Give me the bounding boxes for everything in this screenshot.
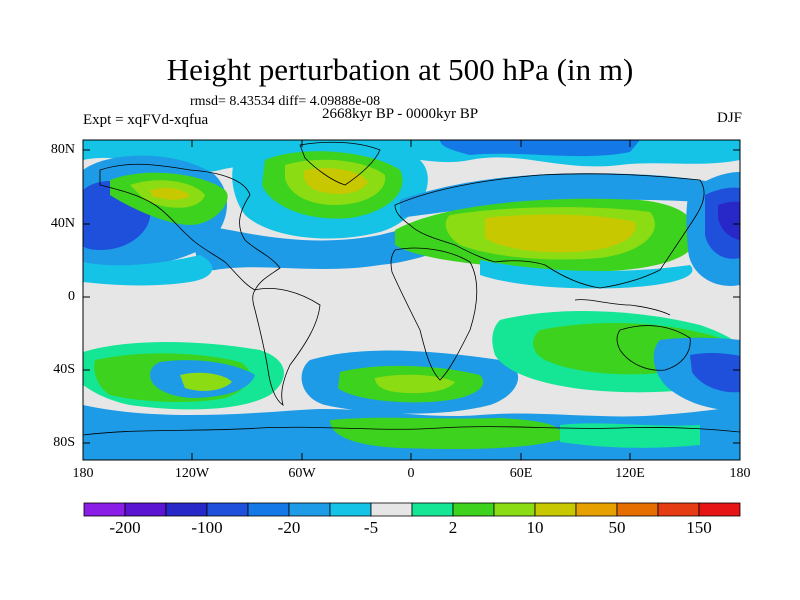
axis-ticks xyxy=(82,140,741,460)
antarctic-green xyxy=(330,417,562,450)
colorbar-label: 150 xyxy=(686,518,712,537)
colorbar-swatch xyxy=(370,502,413,517)
colorbar-swatch xyxy=(288,502,331,517)
colorbar-label: -200 xyxy=(109,518,141,537)
colorbar-swatch xyxy=(247,502,290,517)
period-label: 2668kyr BP - 0000kyr BP xyxy=(322,106,479,122)
colorbar-label: -100 xyxy=(191,518,223,537)
colorbar-swatch xyxy=(165,502,208,517)
colorbar-label: 10 xyxy=(526,518,544,537)
colorbar-swatch xyxy=(657,502,700,517)
colorbar-swatch xyxy=(124,502,167,517)
coastlines xyxy=(83,141,740,436)
eurasia-core xyxy=(485,214,636,253)
colorbar-swatch xyxy=(452,502,495,517)
lon-tick-label: 120E xyxy=(615,466,645,481)
lon-tick-label: 180 xyxy=(729,466,751,481)
lon-tick-label: 120W xyxy=(174,466,210,481)
south-west-spot xyxy=(180,372,232,391)
antarctica-coast xyxy=(83,426,740,436)
map-title: Height perturbation at 500 hPa (in m) xyxy=(166,52,634,87)
lon-tick-label: 0 xyxy=(407,466,415,481)
colorbar-swatch xyxy=(329,502,372,517)
lat-tick-label: 80S xyxy=(53,435,75,450)
experiment-label: Expt = xqFVd-xqfua xyxy=(83,112,209,128)
se-pacific-deep xyxy=(690,353,740,393)
lat-tick-label: 0 xyxy=(68,289,75,304)
lat-tick-label: 40S xyxy=(53,362,75,377)
colorbar xyxy=(83,502,741,517)
arctic-blue xyxy=(440,140,640,157)
colorbar-swatch xyxy=(206,502,249,517)
stats-line: rmsd= 8.43534 diff= 4.09888e-08 xyxy=(190,94,381,109)
colorbar-swatch xyxy=(698,502,741,517)
colorbar-swatch xyxy=(616,502,659,517)
colorbar-label: 50 xyxy=(608,518,626,537)
nwatl-core xyxy=(150,187,190,200)
lat-tick-label: 40N xyxy=(50,216,75,231)
lat-tick-label: 80N xyxy=(50,142,75,157)
eurasia-south-blue xyxy=(480,260,693,289)
australia-coast xyxy=(616,325,691,371)
colorbar-swatch xyxy=(83,502,126,517)
season-label: DJF xyxy=(716,110,742,126)
colorbar-label: 2 xyxy=(448,518,458,537)
ne-pacific-deep xyxy=(718,201,740,240)
south-atl-yellow xyxy=(375,374,455,394)
lon-tick-label: 60W xyxy=(288,466,316,481)
colorbar-swatch xyxy=(411,502,454,517)
trop-west-blue xyxy=(83,255,213,286)
contour-field xyxy=(83,140,740,460)
indonesia-coast xyxy=(574,299,671,316)
colorbar-label: -5 xyxy=(363,518,379,537)
antarctic-teal xyxy=(560,423,700,448)
greenland-coast xyxy=(299,141,381,186)
africa-coast xyxy=(390,247,478,381)
lon-tick-label: 60E xyxy=(509,466,533,481)
colorbar-swatch xyxy=(575,502,618,517)
south-america-coast xyxy=(252,287,321,406)
north-america-coast xyxy=(99,163,281,291)
lon-tick-label: 180 xyxy=(72,466,94,481)
eurasia-coast xyxy=(394,173,705,289)
colorbar-label: -20 xyxy=(277,518,301,537)
colorbar-swatch xyxy=(534,502,577,517)
colorbar-swatch xyxy=(493,502,536,517)
